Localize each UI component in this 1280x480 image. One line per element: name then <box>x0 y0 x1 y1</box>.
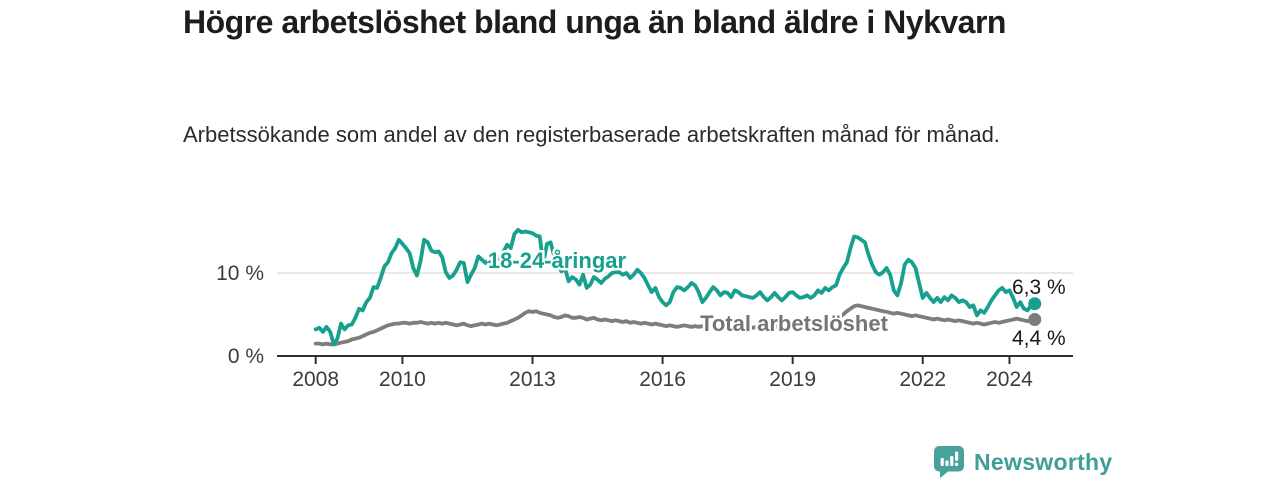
x-tick-label-2016: 2016 <box>639 368 686 391</box>
bar-icon-1 <box>940 458 944 466</box>
end-dot-18-24-ringar <box>1028 297 1042 311</box>
y-tick-label-0: 0 % <box>228 345 264 368</box>
series-line-18-24-ringar <box>313 227 1037 347</box>
chart-title: Högre arbetslöshet bland unga än bland ä… <box>183 4 1006 40</box>
x-tick-label-2008: 2008 <box>292 368 339 391</box>
end-value-label-total-arbetsl-shet: 4,4 % <box>1012 327 1066 350</box>
x-tick-label-2010: 2010 <box>379 368 426 391</box>
series-line-total-arbetsl-shet <box>313 303 1037 347</box>
newsworthy-logo-text: Newsworthy <box>974 448 1113 475</box>
x-tick-label-2013: 2013 <box>509 368 556 391</box>
bar-icon-2 <box>945 460 949 466</box>
end-dot-total-arbetsl-shet <box>1028 312 1042 326</box>
newsworthy-logo-icon <box>934 446 964 479</box>
chart-subtitle: Arbetssökande som andel av den registerb… <box>183 122 1000 147</box>
exclamation-stem-icon <box>955 451 959 461</box>
speech-bubble-shape <box>934 446 964 479</box>
x-tick-label-2022: 2022 <box>899 368 946 391</box>
end-value-label-18-24-ringar: 6,3 % <box>1012 276 1066 299</box>
x-tick-label-2019: 2019 <box>769 368 816 391</box>
exclamation-dot-icon <box>955 462 959 466</box>
series-label-total-arbetsl-shet: Total arbetslöshet <box>700 311 889 336</box>
x-tick-label-2024: 2024 <box>986 368 1033 391</box>
y-tick-label-10: 10 % <box>216 262 264 285</box>
bar-icon-3 <box>950 456 954 466</box>
series-label-18-24-ringar: 18-24-åringar <box>488 248 627 273</box>
newsworthy-logo[interactable]: Newsworthy <box>933 445 1112 479</box>
